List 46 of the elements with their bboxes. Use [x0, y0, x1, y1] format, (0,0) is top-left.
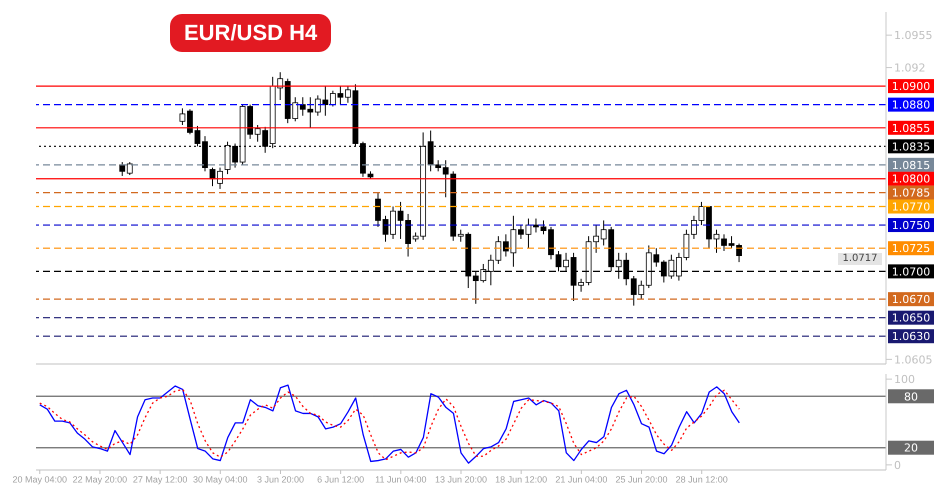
- candlestick: [638, 280, 644, 300]
- ref-line-label: 1.0880: [892, 98, 930, 112]
- ref-line-label: 1.0855: [892, 122, 930, 135]
- candlestick: [600, 220, 607, 246]
- candlestick: [292, 96, 298, 122]
- x-tick-label: 28 Jun 12:00: [676, 474, 728, 484]
- x-tick-label: 13 Jun 20:00: [434, 474, 488, 484]
- x-tick-label: 20 May 04:00: [12, 474, 68, 484]
- ref-line-label: 1.0650: [892, 312, 930, 325]
- x-tick-label: 21 Jun 04:00: [555, 474, 608, 484]
- ref-line-label: 1.0785: [892, 186, 930, 200]
- ref-line-label: 1.0750: [892, 219, 930, 232]
- x-tick-label: 30 May 04:00: [193, 474, 248, 484]
- y-tick-label: 1.0605: [894, 353, 932, 366]
- ref-line-label: 1.0800: [892, 172, 930, 186]
- x-tick-label: 18 Jun 12:00: [495, 474, 548, 484]
- x-tick-label: 3 Jun 20:00: [256, 474, 304, 484]
- x-tick-label: 27 May 12:00: [132, 474, 188, 484]
- x-tick-label: 22 May 20:00: [72, 474, 128, 484]
- candlestick: [307, 96, 314, 128]
- candlestick: [442, 160, 449, 198]
- ref-line-label: 1.0670: [892, 293, 930, 306]
- candlestick: [322, 86, 328, 116]
- ref-line-label: 20: [904, 442, 918, 455]
- ref-line-label: 1.0630: [892, 330, 930, 344]
- ref-line-label: 1.0835: [892, 140, 930, 154]
- ref-line-label: 1.0900: [892, 80, 930, 94]
- ref-line-label: 1.0815: [892, 158, 930, 172]
- ref-line-label: 1.0725: [892, 242, 930, 256]
- chart-title: EUR/USD H4: [170, 14, 332, 52]
- x-tick-label: 6 Jun 12:00: [317, 474, 364, 484]
- x-tick-label: 25 Jun 20:00: [616, 474, 668, 484]
- annotation: 1.0717: [838, 253, 882, 265]
- candlestick: [653, 248, 660, 268]
- candlestick: [630, 276, 637, 306]
- y-tick-label: 100: [894, 373, 915, 386]
- x-tick-label: 11 Jun 04:00: [375, 474, 427, 484]
- ref-line-label: 80: [904, 390, 918, 404]
- candlestick: [126, 162, 133, 176]
- y-tick-label: 1.0955: [894, 29, 932, 42]
- y-tick-label: 1.092: [894, 61, 926, 74]
- ref-line-label: 1.0700: [892, 265, 930, 278]
- ref-line-label: 1.0770: [892, 200, 930, 214]
- y-tick-label: 0: [894, 458, 901, 472]
- candlestick: [458, 229, 464, 242]
- candlestick: [314, 94, 321, 116]
